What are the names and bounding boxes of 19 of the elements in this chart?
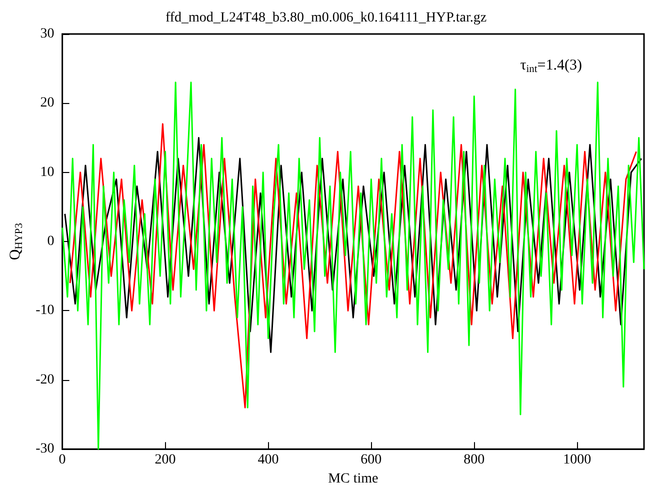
y-tick-label: -10 — [36, 303, 54, 318]
line-series — [64, 137, 642, 353]
y-tick-label: -20 — [36, 372, 54, 388]
x-tick-label: 1000 — [563, 452, 592, 468]
x-tick-label: 400 — [258, 452, 279, 468]
y-tick-label: 30 — [40, 26, 54, 42]
x-tick-label: 200 — [154, 452, 176, 468]
x-tick-label: 600 — [360, 452, 382, 468]
line-series — [69, 123, 638, 408]
y-axis-title: QHYP3 — [8, 223, 25, 260]
chart-title: ffd_mod_L24T48_b3.80_m0.006_k0.164111_HYP.tar.gz — [165, 10, 487, 26]
y-tick-label: -30 — [36, 442, 54, 457]
line-series — [62, 82, 645, 450]
y-tick-label: 10 — [40, 164, 54, 180]
x-axis-title: MC time — [328, 472, 378, 486]
y-tick-label: 20 — [40, 96, 54, 111]
x-tick-label: 0 — [58, 452, 66, 468]
y-tick-label: 0 — [47, 234, 54, 250]
x-tick-label: 800 — [464, 452, 485, 468]
